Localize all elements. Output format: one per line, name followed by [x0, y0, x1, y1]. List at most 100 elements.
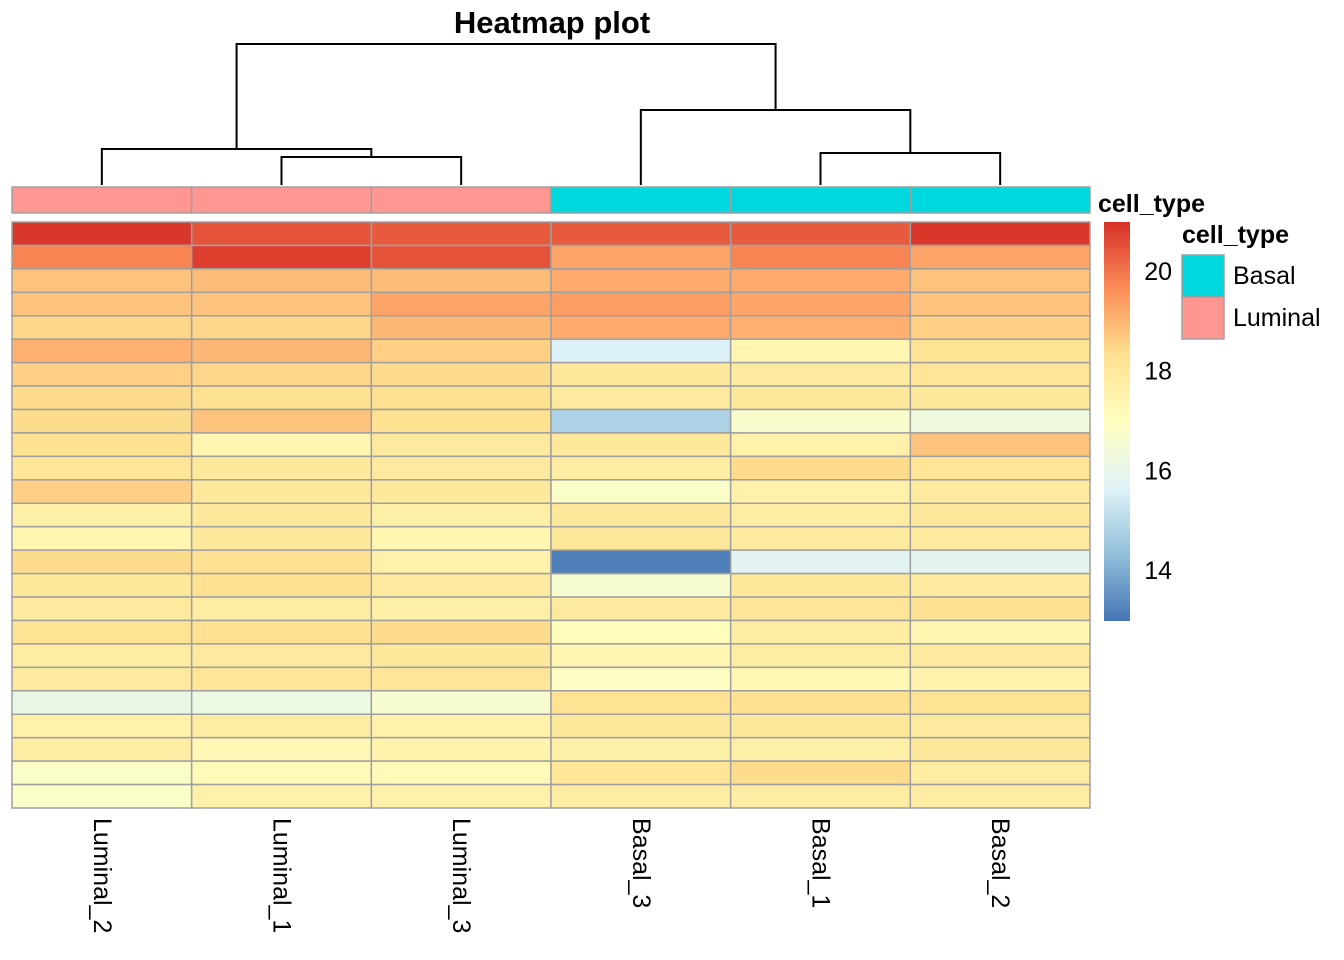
heatmap-cell: [550, 385, 732, 411]
heatmap-cell: [190, 572, 373, 598]
heatmap-cell: [729, 502, 912, 528]
heatmap-cell: [370, 760, 552, 786]
heatmap-cell: [370, 666, 552, 692]
heatmap-cell: [550, 525, 732, 551]
heatmap-cell: [190, 502, 373, 528]
heatmap-cell: [909, 268, 1091, 294]
heatmap-cell: [370, 549, 552, 575]
heatmap-cell: [370, 572, 552, 598]
heatmap-cell: [550, 572, 732, 598]
colorbar-tick-label: 14: [1144, 557, 1172, 585]
annotation-legend-title: cell_type: [1182, 221, 1289, 249]
heatmap-cell: [909, 596, 1091, 622]
annotation-cell: [11, 186, 193, 214]
annotation-cell: [909, 186, 1091, 214]
legend-swatch-luminal: [1181, 296, 1225, 340]
heatmap-cell: [370, 361, 552, 387]
color-scale-legend: 14 16 18 20: [1104, 222, 1172, 621]
heatmap-cell: [550, 690, 732, 715]
heatmap-cell: [370, 244, 552, 270]
column-label: Basal_3: [627, 818, 655, 908]
heatmap-cell: [550, 408, 732, 434]
heatmap-cell: [190, 713, 373, 739]
heatmap-cell: [909, 432, 1091, 458]
heatmap-cell: [370, 479, 552, 505]
heatmap-cell: [550, 666, 732, 692]
heatmap-cell: [370, 338, 552, 364]
heatmap-cell: [909, 619, 1091, 645]
heatmap-cell: [729, 268, 912, 294]
column-label: Luminal_3: [447, 818, 475, 933]
heatmap-cell: [729, 736, 912, 762]
heatmap-cell: [550, 244, 732, 270]
column-label: Luminal_1: [268, 818, 296, 933]
legend-label-luminal: Luminal: [1233, 304, 1321, 332]
heatmap-cell: [190, 408, 373, 434]
annotation-cell: [550, 186, 732, 214]
heatmap-cell: [11, 244, 193, 270]
heatmap-cell: [11, 385, 193, 411]
heatmap-cell: [729, 783, 912, 809]
heatmap-cell: [11, 361, 193, 387]
heatmap-cell: [729, 338, 912, 364]
heatmap-cell: [370, 525, 552, 551]
heatmap-cell: [729, 455, 912, 481]
heatmap-cell: [190, 549, 373, 575]
heatmap-cell: [190, 783, 373, 809]
heatmap-cell: [550, 315, 732, 340]
heatmap-cell: [11, 432, 193, 458]
heatmap-cell: [909, 338, 1091, 364]
heatmap-cell: [11, 502, 193, 528]
heatmap-cell: [550, 736, 732, 762]
heatmap-cell: [550, 291, 732, 317]
dendrogram-branch: [639, 109, 912, 185]
heatmap-cell: [190, 525, 373, 551]
heatmap-cell: [909, 690, 1091, 715]
heatmap-cell: [190, 643, 373, 669]
annotation-cell: [370, 186, 552, 214]
heatmap-cell: [11, 713, 193, 739]
heatmap-cell: [909, 525, 1091, 551]
heatmap-cell: [190, 361, 373, 387]
annotation-legend: cell_type Basal Luminal: [1181, 221, 1321, 340]
dendrogram-branch: [235, 43, 777, 149]
heatmap-cell: [11, 291, 193, 317]
heatmap-cell: [729, 221, 912, 247]
heatmap-cell: [550, 549, 732, 575]
heatmap-cells: [11, 221, 1091, 809]
heatmap-cell: [11, 666, 193, 692]
heatmap-cell: [370, 291, 552, 317]
heatmap-cell: [11, 221, 193, 247]
heatmap-cell: [11, 760, 193, 786]
heatmap-cell: [550, 338, 732, 364]
heatmap-cell: [729, 361, 912, 387]
heatmap-cell: [370, 221, 552, 247]
heatmap-cell: [909, 549, 1091, 575]
chart-title: Heatmap plot: [454, 5, 650, 40]
heatmap-cell: [909, 221, 1091, 247]
heatmap-cell: [909, 315, 1091, 340]
heatmap-cell: [11, 736, 193, 762]
heatmap-cell: [729, 244, 912, 270]
heatmap-cell: [190, 596, 373, 622]
heatmap-cell: [550, 268, 732, 294]
column-label: Basal_2: [986, 818, 1014, 908]
heatmap-cell: [190, 455, 373, 481]
heatmap-cell: [909, 783, 1091, 809]
heatmap-cell: [370, 713, 552, 739]
heatmap-cell: [11, 549, 193, 575]
heatmap-cell: [190, 315, 373, 340]
heatmap-cell: [550, 479, 732, 505]
heatmap-cell: [729, 432, 912, 458]
heatmap-cell: [370, 455, 552, 481]
annotation-cell: [729, 186, 912, 214]
heatmap-cell: [729, 666, 912, 692]
heatmap-cell: [909, 385, 1091, 411]
heatmap-cell: [550, 596, 732, 622]
heatmap-cell: [11, 525, 193, 551]
heatmap-cell: [11, 572, 193, 598]
heatmap-cell: [190, 385, 373, 411]
dendrogram-branch: [100, 148, 373, 185]
heatmap-cell: [729, 408, 912, 434]
